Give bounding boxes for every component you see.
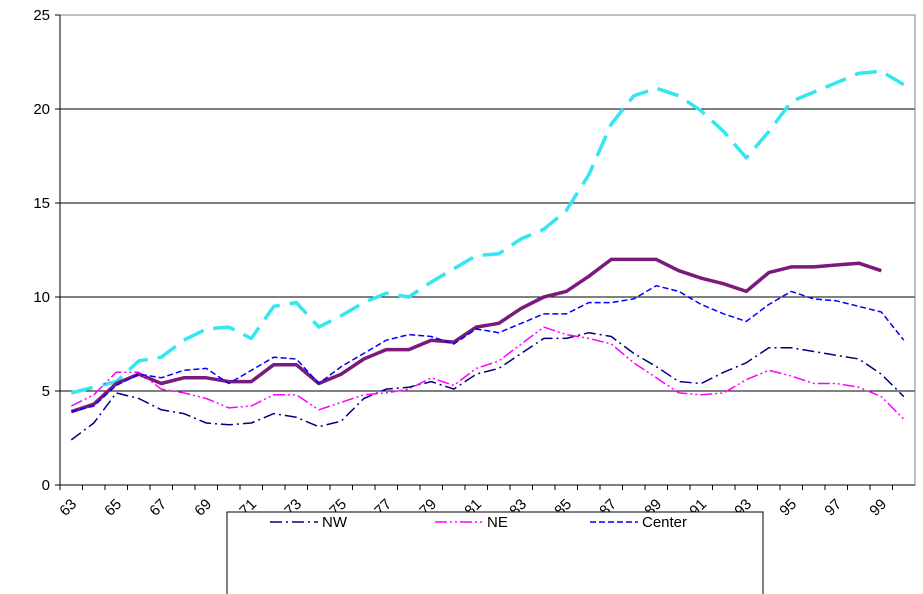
- legend-box: [226, 511, 764, 594]
- legend-label: NE: [487, 514, 508, 531]
- series-line: [70, 257, 882, 414]
- series-line: [70, 326, 905, 420]
- x-tick-label: 97: [821, 496, 845, 520]
- series-line: [70, 69, 905, 395]
- x-tick-label: 69: [191, 496, 215, 520]
- legend-label: NW: [322, 514, 348, 531]
- x-tick-label: 99: [866, 496, 890, 520]
- x-tick-label: 95: [776, 496, 800, 520]
- legend-label: Center: [642, 514, 687, 531]
- series-line: [71, 284, 905, 413]
- series-line: [70, 331, 905, 441]
- y-tick-label: 20: [33, 101, 50, 118]
- x-tick-label: 67: [146, 496, 170, 520]
- y-tick-label: 15: [33, 195, 50, 212]
- y-tick-label: 5: [42, 383, 50, 400]
- y-tick-label: 10: [33, 289, 50, 306]
- y-tick-label: 0: [42, 477, 50, 494]
- x-tick-label: 63: [56, 496, 80, 520]
- y-tick-label: 25: [33, 7, 50, 24]
- plot-frame: [59, 14, 916, 486]
- x-tick-label: 65: [101, 496, 125, 520]
